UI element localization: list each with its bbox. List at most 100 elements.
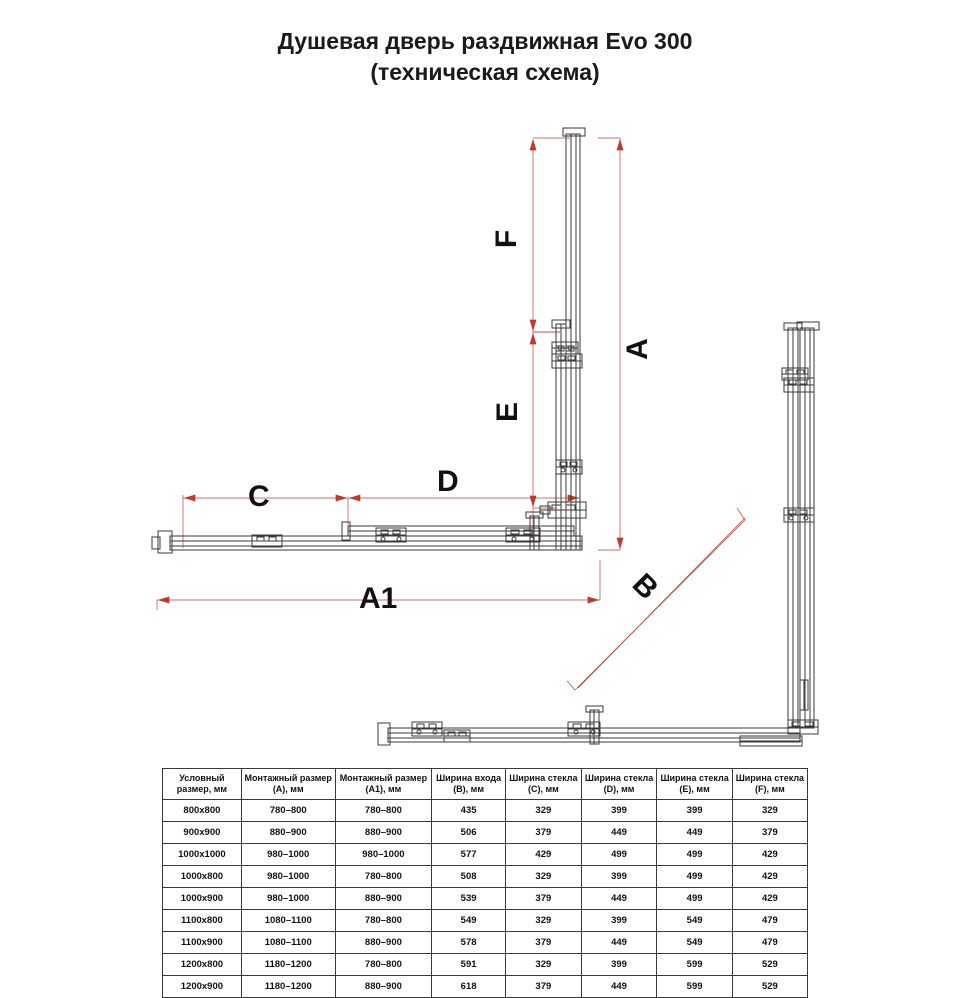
- table-header-cell: Ширина стекла (F), мм: [731, 768, 809, 800]
- table-cell: 329: [731, 799, 809, 822]
- table-cell: 379: [731, 821, 809, 844]
- table-cell: 599: [656, 975, 733, 998]
- table-row: 1200x800 1180–1200 780–800 591 329 399 5…: [162, 953, 809, 976]
- dim-label-e: E: [491, 401, 525, 423]
- table-cell: 479: [731, 931, 809, 954]
- table-cell: 329: [505, 799, 582, 822]
- table-cell: 1200x900: [162, 975, 242, 998]
- table-header-cell: Ширина стекла (D), мм: [580, 768, 658, 800]
- table-cell: 618: [431, 975, 507, 998]
- table-cell: 1100x900: [162, 931, 242, 954]
- table-cell: 399: [656, 799, 733, 822]
- table-cell: 549: [656, 931, 733, 954]
- table-cell: 980–1000: [334, 843, 433, 866]
- table-header-cell: Монтажный размер (A), мм: [240, 768, 336, 800]
- table-cell: 880–900: [240, 821, 336, 844]
- table-cell: 449: [656, 821, 733, 844]
- table-row: 900x900 880–900 880–900 506 379 449 449 …: [162, 821, 809, 844]
- table-header-cell: Ширина стекла (E), мм: [656, 768, 733, 800]
- table-cell: 880–900: [334, 887, 433, 910]
- table-cell: 577: [431, 843, 507, 866]
- table-cell: 429: [731, 865, 809, 888]
- table-cell: 549: [656, 909, 733, 932]
- table-row: 1000x1000 980–1000 980–1000 577 429 499 …: [162, 843, 809, 866]
- drawing-svg: [151, 127, 820, 747]
- table-cell: 499: [656, 887, 733, 910]
- table-cell: 599: [656, 953, 733, 976]
- table-cell: 399: [580, 865, 658, 888]
- table-cell: 429: [731, 843, 809, 866]
- table-cell: 780–800: [334, 909, 433, 932]
- table-cell: 549: [431, 909, 507, 932]
- table-header-cell: Ширина входа (B), мм: [431, 768, 507, 800]
- page-title-line1: Душевая дверь раздвижная Evo 300: [277, 28, 693, 54]
- table-cell: 449: [580, 821, 658, 844]
- table-header-cell: Монтажный размер (A1), мм: [334, 768, 433, 800]
- table-cell: 499: [656, 843, 733, 866]
- table-cell: 429: [505, 843, 582, 866]
- table-cell: 379: [505, 975, 582, 998]
- dim-label-a: A: [620, 338, 654, 360]
- table-row: 800x800 780–800 780–800 435 329 399 399 …: [162, 799, 809, 822]
- table-cell: 1200x800: [162, 953, 242, 976]
- table-row: 1100x900 1080–1100 880–900 578 379 449 5…: [162, 931, 809, 954]
- table-cell: 329: [505, 865, 582, 888]
- table-cell: 449: [580, 975, 658, 998]
- table-cell: 880–900: [334, 821, 433, 844]
- specification-table: Условный размер, мм Монтажный размер (A)…: [162, 768, 809, 998]
- table-cell: 980–1000: [240, 843, 336, 866]
- table-cell: 1080–1100: [240, 931, 336, 954]
- dim-label-f: F: [490, 229, 524, 249]
- table-cell: 429: [731, 887, 809, 910]
- table-cell: 435: [431, 799, 507, 822]
- table-cell: 379: [505, 931, 582, 954]
- table-cell: 880–900: [334, 975, 433, 998]
- table-cell: 1000x1000: [162, 843, 242, 866]
- table-cell: 399: [580, 799, 658, 822]
- table-cell: 508: [431, 865, 507, 888]
- table-cell: 800x800: [162, 799, 242, 822]
- dim-label-a1: A1: [359, 582, 398, 615]
- dim-label-c: C: [248, 480, 270, 513]
- table-cell: 399: [580, 909, 658, 932]
- table-cell: 780–800: [334, 799, 433, 822]
- table-cell: 379: [505, 887, 582, 910]
- table-cell: 780–800: [240, 799, 336, 822]
- table-cell: 880–900: [334, 931, 433, 954]
- table-cell: 529: [731, 975, 809, 998]
- table-cell: 379: [505, 821, 582, 844]
- table-cell: 1180–1200: [240, 975, 336, 998]
- table-cell: 449: [580, 931, 658, 954]
- table-cell: 591: [431, 953, 507, 976]
- page-title-line2: (техническая схема): [370, 59, 600, 85]
- table-cell: 529: [731, 953, 809, 976]
- table-cell: 539: [431, 887, 507, 910]
- table-cell: 780–800: [334, 953, 433, 976]
- table-header-cell: Ширина стекла (C), мм: [505, 768, 582, 800]
- table-header-row: Условный размер, мм Монтажный размер (A)…: [162, 768, 809, 800]
- table-cell: 780–800: [334, 865, 433, 888]
- table-cell: 578: [431, 931, 507, 954]
- table-cell: 449: [580, 887, 658, 910]
- table-cell: 1100x800: [162, 909, 242, 932]
- table-row: 1000x900 980–1000 880–900 539 379 449 49…: [162, 887, 809, 910]
- page-title: Душевая дверь раздвижная Evo 300 (технич…: [0, 26, 970, 88]
- table-cell: 1000x900: [162, 887, 242, 910]
- table-header-cell: Условный размер, мм: [162, 768, 242, 800]
- dim-label-d: D: [437, 465, 459, 498]
- table-cell: 980–1000: [240, 887, 336, 910]
- table-cell: 1000x800: [162, 865, 242, 888]
- technical-drawing: F A E D C A1 B: [0, 110, 970, 770]
- table-cell: 329: [505, 953, 582, 976]
- table-cell: 479: [731, 909, 809, 932]
- table-row: 1000x800 980–1000 780–800 508 329 399 49…: [162, 865, 809, 888]
- table-cell: 900x900: [162, 821, 242, 844]
- table-row: 1200x900 1180–1200 880–900 618 379 449 5…: [162, 975, 809, 998]
- table-cell: 506: [431, 821, 507, 844]
- table-cell: 499: [656, 865, 733, 888]
- table-cell: 399: [580, 953, 658, 976]
- table-cell: 1080–1100: [240, 909, 336, 932]
- table-cell: 980–1000: [240, 865, 336, 888]
- table-cell: 329: [505, 909, 582, 932]
- table-row: 1100x800 1080–1100 780–800 549 329 399 5…: [162, 909, 809, 932]
